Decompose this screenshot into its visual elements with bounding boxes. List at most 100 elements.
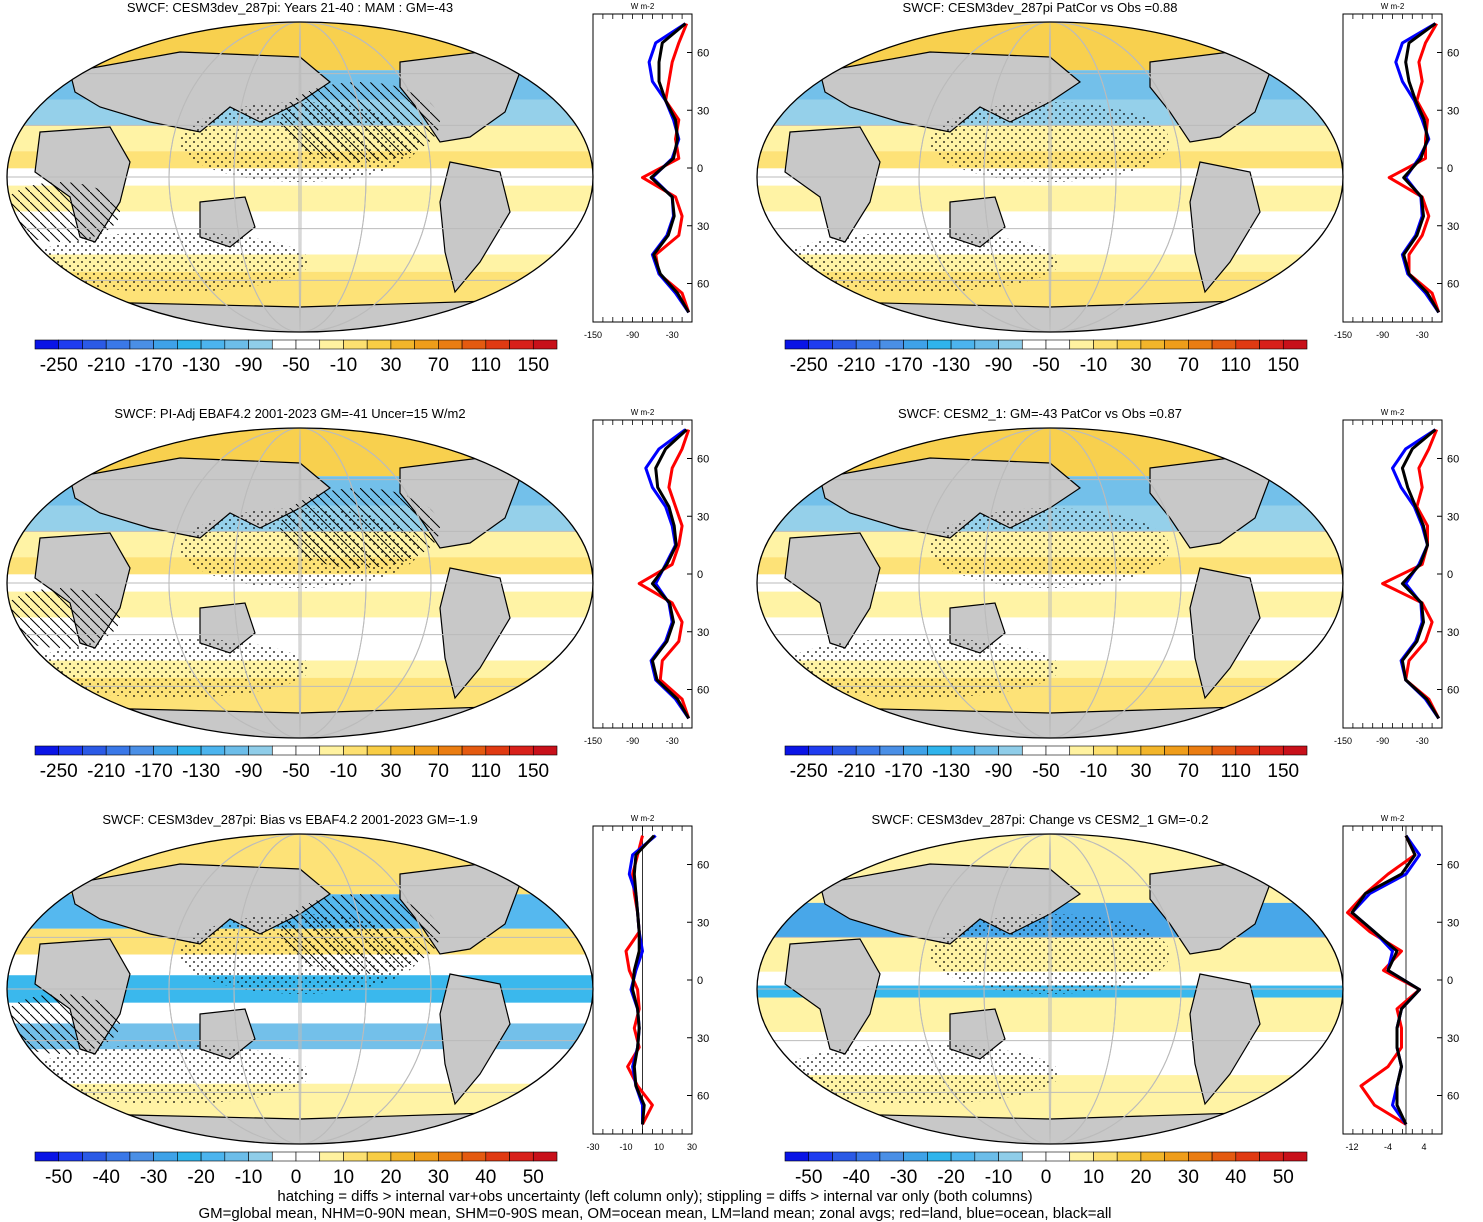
zonal-y-tick-label: 60S [1447, 279, 1460, 291]
colorbar-swatch [1235, 339, 1260, 350]
colorbar-label: 150 [1267, 355, 1299, 376]
world-map [756, 427, 1344, 739]
colorbar-label: -20 [187, 1167, 214, 1188]
colorbar-swatch [461, 1151, 487, 1162]
colorbar-label: -50 [45, 1167, 72, 1188]
zonal-y-tick-label: 60N [697, 860, 710, 872]
panel-obs-ebaf: SWCF: PI-Adj EBAF4.2 2001-2023 GM=-41 Un… [0, 406, 720, 806]
zonal-line-all [650, 428, 690, 720]
colorbar-swatch [177, 1151, 202, 1162]
zonal-line-all [649, 22, 690, 314]
colorbar-swatch [1045, 339, 1071, 350]
colorbar-label: -10 [985, 1167, 1012, 1188]
colorbar-swatch [998, 339, 1023, 350]
zonal-y-tick-label: 30N [1447, 105, 1460, 117]
colorbar-swatch [1140, 745, 1165, 756]
colorbar-label: -210 [837, 355, 875, 376]
zonal-y-tick-label: 60S [697, 279, 710, 291]
colorbar-label: -250 [40, 761, 78, 782]
colorbar-swatch [58, 745, 83, 756]
colorbar-swatch [832, 339, 857, 350]
colorbar-label: -30 [890, 1167, 917, 1188]
colorbar-label: -40 [842, 1167, 869, 1188]
colorbar: -50 -40 -30 -20 -10 0 10 20 30 40 50 [784, 1151, 1308, 1188]
colorbar-swatch [1140, 1151, 1165, 1162]
colorbar-swatch [319, 745, 344, 756]
zonal-x-tick-label: -4 [1384, 1142, 1392, 1152]
colorbar-swatch [1045, 745, 1071, 756]
colorbar-swatch [784, 1151, 810, 1162]
colorbar-swatch [1140, 339, 1165, 350]
landmass-4 [1189, 161, 1261, 294]
colorbar-swatch [295, 1151, 321, 1162]
colorbar-swatch [832, 745, 857, 756]
colorbar-swatch [879, 1151, 904, 1162]
colorbar-label: -10 [1080, 355, 1107, 376]
stippling-region [30, 232, 310, 292]
colorbar-swatch [1069, 745, 1094, 756]
colorbar-swatch [224, 745, 249, 756]
colorbar-swatch [808, 1151, 833, 1162]
colorbar-swatch [1282, 1151, 1308, 1162]
zonal-y-tick-label: 0 [1447, 163, 1453, 175]
zonal-line-ocean [647, 22, 690, 314]
world-map [6, 833, 594, 1145]
colorbar-swatch [248, 339, 273, 350]
zonal-frame [592, 419, 693, 729]
zonal-line-all [1350, 834, 1421, 1126]
zonal-line-land [1381, 429, 1441, 720]
graticule-meridian [233, 22, 367, 332]
zonal-line-land [1346, 834, 1421, 1126]
colorbar-swatch [1282, 339, 1308, 350]
colorbar-swatch [153, 339, 178, 350]
colorbar-swatch [1093, 1151, 1118, 1162]
colorbar-swatch [1093, 339, 1118, 350]
colorbar-swatch [974, 1151, 999, 1162]
landmass-4 [439, 567, 511, 700]
zonal-mean-plot: W m-2 -30 -10 10 30 60N 30N 0 30S 60S [586, 814, 710, 1152]
zonal-y-tick-label: 0 [697, 975, 703, 987]
colorbar-swatch [998, 745, 1023, 756]
colorbar-label: 30 [1178, 1167, 1199, 1188]
colorbar-label: 30 [380, 355, 401, 376]
colorbar-swatch [105, 339, 131, 350]
panel-title: SWCF: CESM2_1: GM=-43 PatCor vs Obs =0.8… [898, 406, 1182, 421]
colorbar-label: -170 [135, 355, 173, 376]
colorbar-swatch [105, 745, 131, 756]
world-map [6, 427, 594, 739]
zonal-y-tick-label: 30S [697, 1033, 710, 1045]
zonal-x-tick-label: -30 [1416, 736, 1429, 746]
zonal-line-all [631, 834, 656, 1125]
colorbar-label: 70 [1178, 761, 1199, 782]
zonal-line-land [637, 429, 691, 719]
panel-title: SWCF: CESM3dev_287pi PatCor vs Obs =0.88 [902, 0, 1178, 15]
stippling-region [780, 1044, 1060, 1104]
world-map [756, 21, 1344, 333]
zonal-y-tick-label: 30S [697, 221, 710, 233]
zonal-frame [592, 13, 693, 323]
graticule-meridian [168, 22, 432, 332]
colorbar-swatch [82, 1151, 107, 1162]
colorbar-label: 10 [333, 1167, 354, 1188]
zonal-y-tick-label: 30S [697, 627, 710, 639]
zonal-x-tick-label: -30 [666, 736, 679, 746]
colorbar: -250 -210 -170 -130 -90 -50 -10 30 70 110 150 [784, 339, 1308, 376]
stippling-region [30, 638, 310, 698]
graticule-meridian [983, 428, 1117, 738]
world-map [756, 833, 1344, 1145]
zonal-unit-label: W m-2 [1381, 2, 1405, 11]
colorbar-label: -10 [1080, 761, 1107, 782]
zonal-x-tick-label: -90 [1376, 736, 1389, 746]
graticule-meridian [1048, 834, 1052, 1144]
colorbar-swatch [927, 339, 952, 350]
colorbar-swatch [366, 1151, 392, 1162]
zonal-x-tick-label: -12 [1345, 1142, 1358, 1152]
colorbar-swatch [1259, 339, 1284, 350]
colorbar-label: 150 [517, 761, 549, 782]
hatching-region [7, 182, 120, 242]
colorbar-swatch [1093, 745, 1118, 756]
colorbar-swatch [903, 745, 928, 756]
colorbar-swatch [1021, 339, 1047, 350]
colorbar-label: -210 [837, 761, 875, 782]
colorbar-label: -170 [885, 761, 923, 782]
